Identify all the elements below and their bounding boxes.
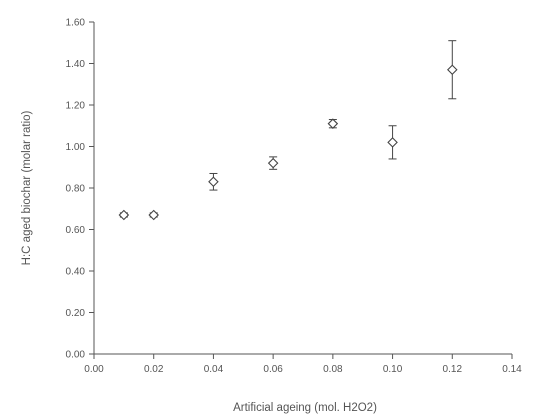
x-axis-title: Artificial ageing (mol. H2O2) xyxy=(233,402,377,414)
y-tick-label: 0.40 xyxy=(66,267,86,278)
y-tick-label: 0.80 xyxy=(66,184,86,195)
data-points xyxy=(118,40,458,221)
x-tick-label: 0.06 xyxy=(263,364,283,375)
x-tick-label: 0.00 xyxy=(84,364,104,375)
data-point xyxy=(208,176,219,188)
data-point xyxy=(267,157,279,169)
data-point xyxy=(148,209,159,221)
x-tick-label: 0.04 xyxy=(204,364,224,375)
data-point xyxy=(447,64,458,76)
x-tick-label: 0.10 xyxy=(383,364,403,375)
y-tick-label: 1.40 xyxy=(66,59,86,70)
data-point xyxy=(118,209,130,221)
y-axis-title: H:C aged biochar (molar ratio) xyxy=(21,110,33,265)
y-axis-ticks: 0.00 0.20 0.40 0.60 0.80 1.00 1.20 1.40 1.60 xyxy=(66,18,94,361)
x-tick-label: 0.08 xyxy=(323,364,343,375)
x-axis-ticks: 0.00 0.02 0.04 0.06 0.08 0.10 0.12 0.14 xyxy=(84,354,522,375)
data-point xyxy=(327,118,339,129)
y-tick-label: 1.60 xyxy=(66,18,86,29)
y-tick-label: 1.20 xyxy=(66,101,86,112)
x-tick-label: 0.12 xyxy=(443,364,463,375)
x-tick-label: 0.14 xyxy=(502,364,522,375)
data-point xyxy=(387,137,398,148)
y-tick-label: 0.20 xyxy=(66,308,86,319)
y-tick-label: 0.00 xyxy=(66,350,86,361)
y-tick-label: 1.00 xyxy=(66,142,86,153)
y-tick-label: 0.60 xyxy=(66,225,86,236)
x-tick-label: 0.02 xyxy=(144,364,164,375)
